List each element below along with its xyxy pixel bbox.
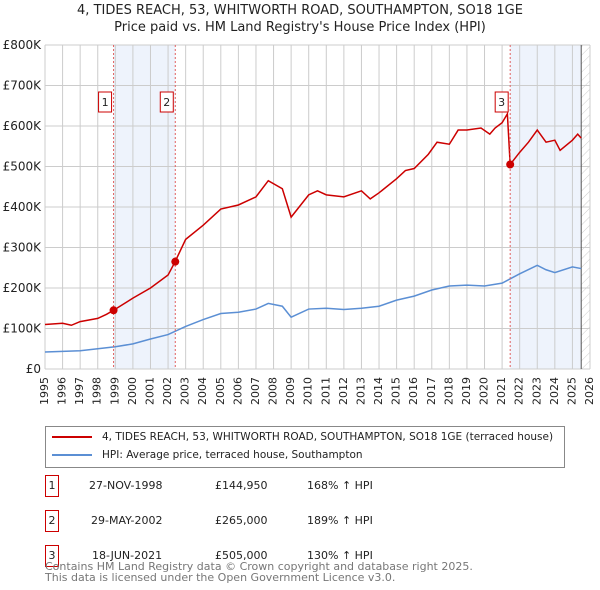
- transaction-price: £144,950: [215, 479, 268, 492]
- footer-line-2: This data is licensed under the Open Gov…: [45, 571, 396, 584]
- y-tick-label: £100K: [3, 322, 43, 336]
- x-tick-label: 2007: [249, 377, 262, 405]
- transaction-marker: 2: [45, 510, 59, 532]
- sale-label-box: [494, 91, 509, 113]
- y-tick-label: £300K: [3, 241, 43, 255]
- x-tick-label: 2010: [302, 377, 315, 405]
- x-tick-label: 1995: [38, 377, 51, 405]
- x-tick-label: 2014: [372, 377, 385, 405]
- y-tick-label: £400K: [3, 200, 43, 214]
- x-tick-label: 1998: [91, 377, 104, 405]
- sale-point: [109, 306, 118, 315]
- x-tick-label: 2009: [284, 377, 297, 405]
- x-tick-label: 2011: [319, 377, 332, 405]
- legend-swatch-red: [52, 436, 92, 438]
- x-tick-label: 2020: [478, 377, 491, 405]
- price-chart: 1 2 3 1995 1996 1997 1998 1999 2000 2001 2002 2003 2…: [3, 38, 596, 405]
- x-tick-label: 2004: [196, 377, 209, 405]
- x-tick-label: 2006: [231, 377, 244, 405]
- transaction-hpi: 130% ↑ HPI: [307, 549, 373, 562]
- x-tick-label: 2013: [354, 377, 367, 405]
- transaction-row: 1 27-NOV-1998 £144,950 168% ↑ HPI: [45, 475, 565, 499]
- x-tick-label: 2022: [513, 377, 526, 405]
- x-tick-label: 2015: [390, 377, 403, 405]
- x-tick-label: 2021: [495, 377, 508, 405]
- x-tick-label: 2000: [126, 377, 139, 405]
- y-tick-label: £500K: [3, 160, 43, 174]
- x-tick-label: 2001: [143, 377, 156, 405]
- legend-label: 4, TIDES REACH, 53, WHITWORTH ROAD, SOUT…: [102, 431, 554, 443]
- sale-label-box: [159, 91, 174, 113]
- y-tick-label: £700K: [3, 79, 43, 93]
- x-tick-label: 1997: [73, 377, 86, 405]
- x-tick-label: 2012: [337, 377, 350, 405]
- y-tick-label: £0: [26, 362, 41, 376]
- x-tick-label: 1999: [108, 377, 121, 405]
- x-tick-label: 2008: [267, 377, 280, 405]
- y-tick-label: £800K: [3, 38, 43, 52]
- chart-subtitle: Price paid vs. HM Land Registry's House …: [114, 20, 486, 35]
- legend-item-hpi: HPI: Average price, terraced house, Sout…: [52, 449, 363, 461]
- sale-label: 1: [102, 96, 109, 109]
- x-tick-label: 2017: [425, 377, 438, 405]
- y-tick-label: £600K: [3, 119, 43, 133]
- transaction-marker: 1: [45, 475, 59, 497]
- x-tick-label: 2018: [442, 377, 455, 405]
- legend-label: HPI: Average price, terraced house, Sout…: [102, 449, 363, 461]
- transaction-hpi: 189% ↑ HPI: [307, 514, 373, 527]
- legend-swatch-blue: [52, 454, 92, 456]
- series-line: [44, 111, 582, 327]
- chart-title: 4, TIDES REACH, 53, WHITWORTH ROAD, SOUT…: [77, 3, 523, 18]
- transaction-date: 29-MAY-2002: [91, 514, 163, 527]
- x-tick-label: 2026: [583, 377, 596, 405]
- transaction-price: £265,000: [215, 514, 268, 527]
- x-tick-label: 2005: [214, 377, 227, 405]
- transaction-date: 18-JUN-2021: [92, 549, 163, 562]
- x-tick-label: 2019: [460, 377, 473, 405]
- sale-label: 3: [498, 96, 505, 109]
- x-tick-label: 2003: [179, 377, 192, 405]
- transaction-row: 2 29-MAY-2002 £265,000 189% ↑ HPI: [45, 510, 565, 534]
- x-tick-label: 1996: [56, 377, 69, 405]
- series-line: [44, 264, 582, 353]
- sale-label: 2: [163, 96, 170, 109]
- transaction-price: £505,000: [215, 549, 268, 562]
- sale-label-box: [98, 91, 113, 113]
- transaction-date: 27-NOV-1998: [89, 479, 163, 492]
- transaction-marker: 3: [45, 545, 59, 567]
- x-tick-label: 2016: [407, 377, 420, 405]
- x-tick-label: 2023: [530, 377, 543, 405]
- sale-point: [506, 160, 515, 169]
- transaction-row: 3 18-JUN-2021 £505,000 130% ↑ HPI: [45, 545, 565, 569]
- footer-line-1: Contains HM Land Registry data © Crown c…: [45, 560, 473, 573]
- x-tick-label: 2025: [565, 377, 578, 405]
- x-tick-label: 2002: [161, 377, 174, 405]
- sale-point: [171, 257, 180, 266]
- legend-item-property: 4, TIDES REACH, 53, WHITWORTH ROAD, SOUT…: [52, 431, 553, 443]
- chart-legend: 4, TIDES REACH, 53, WHITWORTH ROAD, SOUT…: [45, 426, 565, 468]
- y-tick-label: £200K: [3, 281, 43, 295]
- x-tick-label: 2024: [548, 377, 561, 405]
- transaction-hpi: 168% ↑ HPI: [307, 479, 373, 492]
